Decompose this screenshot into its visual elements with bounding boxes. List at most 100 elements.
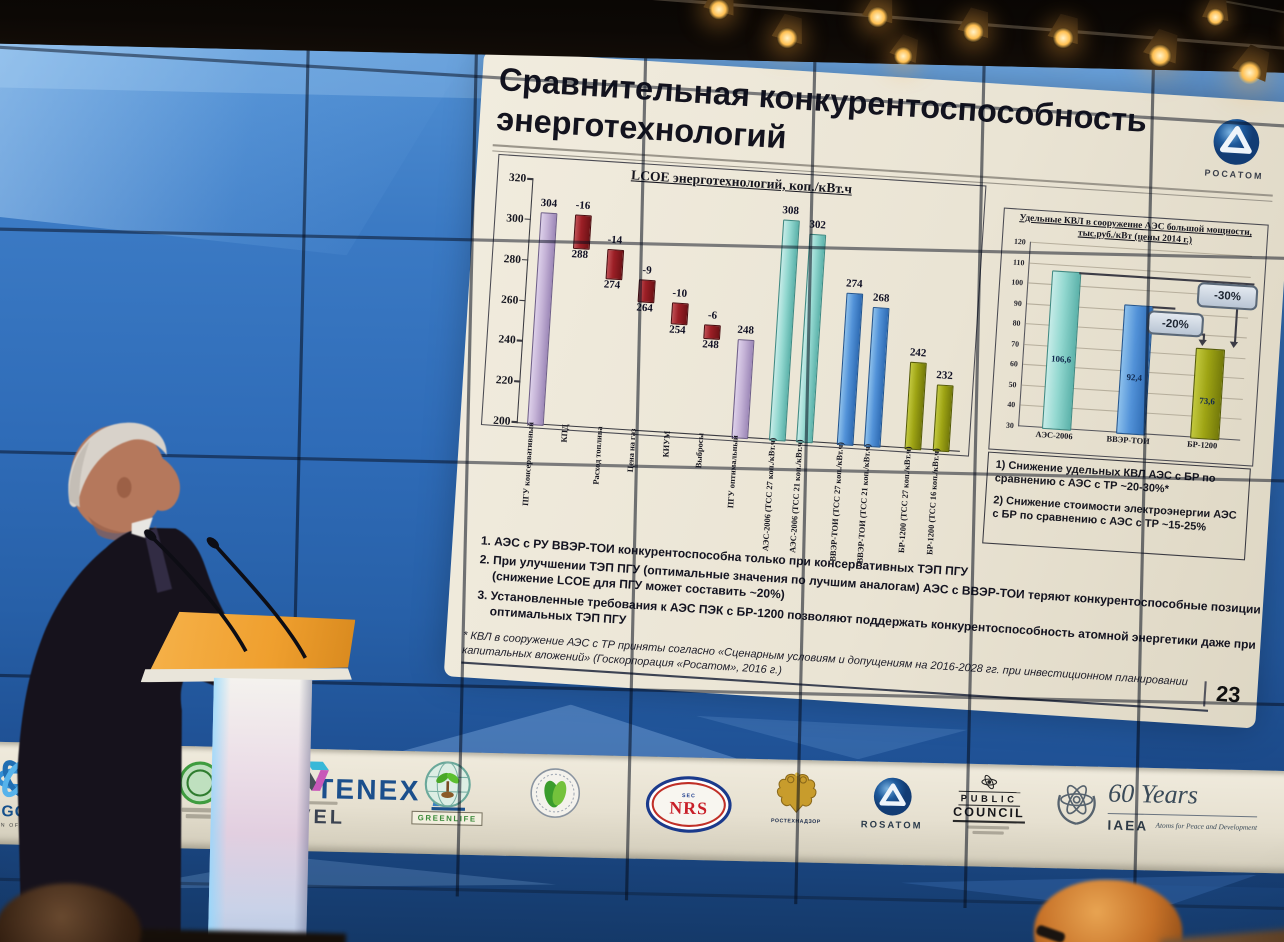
- bar-value-label: 73,6: [1199, 395, 1216, 407]
- chart-bar: [864, 306, 891, 448]
- iaea-name: IAEA: [1107, 816, 1149, 834]
- podium-microphones: [144, 529, 307, 659]
- arrow-down-icon: [1229, 341, 1239, 349]
- y-axis-tick-label: 70: [1011, 338, 1020, 349]
- chart-bar: [572, 214, 592, 250]
- x-axis-category-label: ВВЭР-ТОИ (ТСС 21 коп./кВт.ч): [855, 443, 873, 564]
- bar-value-label: -9: [642, 265, 652, 278]
- y-axis-tick: [511, 420, 518, 423]
- arrow-down-icon: [1198, 339, 1207, 347]
- speaker-tie: [144, 527, 173, 593]
- microphone-icon: [153, 538, 248, 653]
- x-axis-category-label: АЭС-2006: [1035, 429, 1073, 442]
- iaea-60-years: 60 Years: [1107, 779, 1199, 810]
- nrs-oval-icon: SEC NRS: [645, 775, 733, 834]
- logo-rosatom-band: ROSATOM: [861, 776, 924, 831]
- iaea-emblem-icon: [1057, 784, 1096, 825]
- bar-value-label: 308: [782, 205, 800, 218]
- x-axis-category-label: КПД: [559, 423, 570, 443]
- chart-bar: 106,6: [1041, 270, 1082, 431]
- y-axis-tick-label: 280: [503, 252, 522, 266]
- y-axis-tick-label: 90: [1013, 297, 1023, 308]
- y-axis-tick-label: 100: [1011, 277, 1024, 288]
- lighting-truss: [1090, 0, 1284, 27]
- y-axis-tick-label: 30: [1005, 420, 1015, 431]
- chart-bar: [605, 249, 624, 281]
- logo-eco-emblem: [529, 766, 582, 819]
- y-axis-tick-label: 300: [505, 211, 524, 226]
- bar-value-label: 242: [909, 347, 927, 361]
- x-axis-category-label: БР-1200: [1186, 439, 1218, 451]
- x-axis-category-label: БР-1200 (ТСС 16 коп./кВт.ч): [924, 447, 941, 556]
- bar-value-label: 288: [571, 248, 589, 262]
- y-axis-tick-label: 320: [508, 171, 527, 186]
- greenlife-globe-icon: [424, 761, 471, 808]
- findings-box: 1) Снижение удельных КВЛ АЭС с БР по сра…: [982, 451, 1251, 561]
- rosatom-mobius-icon: [873, 777, 912, 816]
- bar-value-label: -16: [575, 199, 591, 213]
- logo-greenlife: GREENLIFE: [411, 760, 484, 826]
- public-council-caption: [967, 825, 1010, 830]
- y-axis-tick: [514, 380, 521, 383]
- capex-plot-area: -30% -20% 106,6 92,4 73,6: [1018, 241, 1259, 441]
- sponsor-logo-band: ENERGOATOM DIVISION OF ROSATOM TENEX: [0, 739, 1284, 876]
- y-axis-tick-label: 260: [500, 292, 519, 307]
- x-axis-category-label: ВВЭР-ТОИ (ТСС 27 коп./кВт.ч): [827, 441, 846, 562]
- chart-bar: [731, 338, 755, 440]
- finding-2: 2) Снижение стоимости электроэнергии АЭС…: [992, 493, 1238, 535]
- stage-light-icon: [1202, 0, 1232, 28]
- callout-minus-30-percent: -30%: [1196, 281, 1259, 311]
- logo-iaea: 60 Years IAEA Atoms for Peace and Develo…: [1053, 778, 1258, 836]
- bar-value-label: 248: [737, 324, 755, 337]
- y-axis-tick-label: 40: [1007, 399, 1016, 410]
- x-axis-category-label: АЭС-2006 (ТСС 27 коп./кВт.ч): [760, 437, 778, 552]
- callout-line: [1152, 306, 1176, 310]
- x-axis-category-label: Расход топлива: [590, 426, 604, 485]
- bar-value-label: -10: [672, 287, 688, 300]
- y-axis-tick-label: 200: [492, 414, 511, 428]
- logo-sec-nrs: SEC NRS: [645, 775, 733, 834]
- y-axis-tick-label: 240: [498, 333, 517, 347]
- chart-bar: [836, 292, 864, 446]
- leaf-globe-emblem-icon: [530, 768, 581, 818]
- y-axis-tick-label: 60: [1009, 359, 1019, 369]
- bar-value-label: 232: [935, 369, 954, 383]
- x-axis-category-label: Выбросы: [694, 432, 706, 469]
- chart-bar: 73,6: [1190, 347, 1226, 441]
- y-axis-tick: [519, 299, 526, 302]
- x-axis-category-label: ВВЭР-ТОИ: [1106, 434, 1150, 447]
- chart-bar: [703, 324, 722, 340]
- x-axis-category-label: ПГУ оптимальный: [725, 434, 740, 509]
- y-axis-tick: [524, 218, 531, 221]
- council-label: COUNCIL: [952, 804, 1025, 824]
- iaea-text: 60 Years IAEA Atoms for Peace and Develo…: [1107, 780, 1258, 836]
- bar-value-label: 254: [668, 324, 686, 337]
- bar-value-label: -6: [707, 310, 718, 323]
- podium-pedestal: [207, 677, 313, 942]
- chart-bar: [670, 302, 689, 326]
- bar-value-label: 248: [701, 338, 720, 352]
- microphone-icon: [215, 545, 307, 659]
- atom-icon: [981, 774, 998, 790]
- iaea-tagline: Atoms for Peace and Development: [1155, 821, 1258, 833]
- rosatom-slide-logo: РОСАТОМ: [1204, 116, 1267, 181]
- chart-bar: [527, 212, 558, 426]
- speaker-ear: [116, 477, 132, 498]
- bar-value-label: 106,6: [1050, 353, 1072, 365]
- logo-public-council: PUBLIC COUNCIL: [952, 774, 1026, 835]
- chart-bar: [904, 362, 927, 451]
- y-axis-tick: [521, 258, 529, 261]
- bar-value-label: 268: [872, 292, 890, 305]
- nrs-name: NRS: [669, 797, 709, 818]
- y-axis-tick-label: 220: [495, 373, 514, 388]
- y-axis-tick-label: 120: [1013, 236, 1027, 247]
- y-axis-tick-label: 50: [1008, 379, 1017, 390]
- public-council-caption: [972, 830, 1005, 835]
- speaker-hair: [68, 422, 167, 508]
- bar-value-label: 274: [845, 278, 863, 291]
- y-axis-tick: [516, 339, 524, 342]
- rosatom-band-name: ROSATOM: [860, 818, 923, 831]
- bar-value-label: 304: [540, 197, 558, 211]
- presentation-slide: Сравнительная конкурентоспособность энер…: [443, 50, 1284, 729]
